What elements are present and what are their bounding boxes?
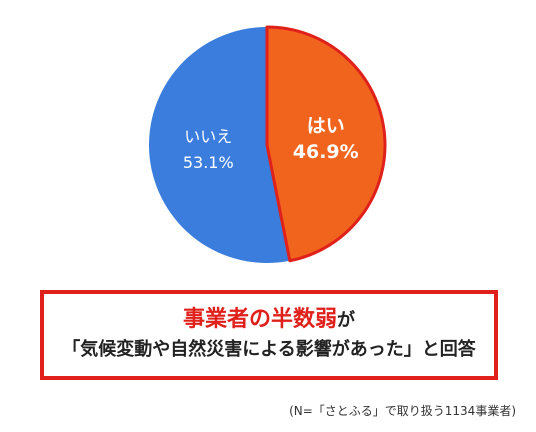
headline: 事業者の半数弱が xyxy=(44,306,494,335)
headline-main: 事業者の半数弱 xyxy=(182,307,337,332)
pie-slice xyxy=(265,25,387,263)
pie-slice xyxy=(148,27,290,264)
slice-value: 46.9% xyxy=(293,141,359,163)
slice-label: いいえ xyxy=(184,127,232,146)
subtitle: 「気候変動や自然災害による影響があった」と回答 xyxy=(62,339,476,360)
chart: はい 46.9% いいえ 53.1% xyxy=(148,25,387,264)
note: (N=「さとふる」で取り扱う1134事業者) xyxy=(289,404,516,418)
slice-value: 53.1% xyxy=(183,153,234,172)
callout-box: 事業者の半数弱が 「気候変動や自然災害による影響があった」と回答 xyxy=(40,290,498,380)
slice-label: はい xyxy=(307,115,345,137)
headline-tail: が xyxy=(337,310,355,331)
